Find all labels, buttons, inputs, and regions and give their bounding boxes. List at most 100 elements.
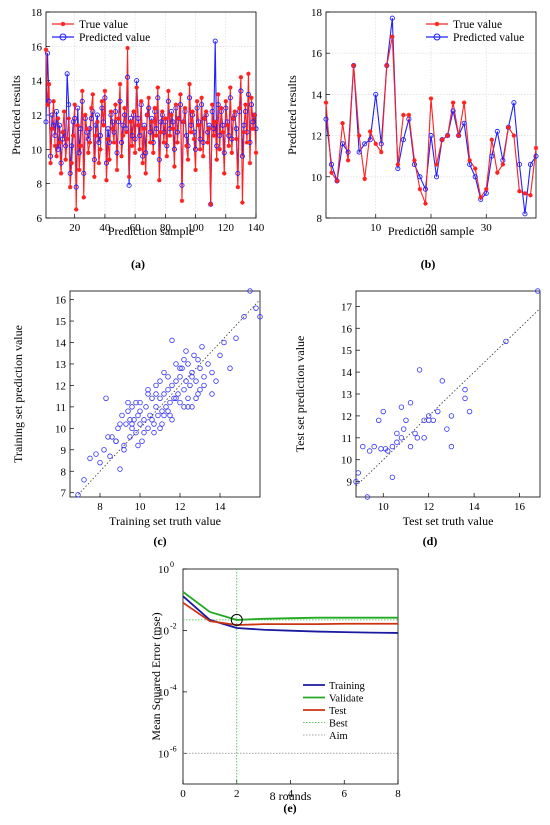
scatter-point	[201, 374, 207, 380]
scatter-point	[81, 477, 87, 483]
curve-validate	[182, 591, 398, 621]
true-point	[101, 123, 106, 128]
predicted-point	[134, 78, 140, 84]
reference-line	[75, 299, 261, 498]
true-point	[489, 137, 494, 142]
predicted-point	[197, 136, 203, 142]
true-point	[191, 136, 197, 142]
predicted-point	[461, 120, 467, 126]
predicted-point	[140, 153, 146, 159]
y-tick-label: 15	[55, 316, 67, 328]
true-point	[178, 92, 183, 97]
predicted-point	[340, 141, 346, 147]
predicted-point	[527, 161, 534, 167]
true-point	[220, 129, 225, 135]
scatter-point	[109, 434, 115, 440]
scatter-point	[185, 395, 191, 401]
scatter-point	[376, 417, 382, 423]
true-point	[131, 109, 136, 114]
scatter-point	[167, 412, 173, 419]
scatter-point	[355, 470, 361, 476]
true-point	[373, 141, 378, 147]
predicted-point	[120, 122, 126, 128]
true-point	[234, 136, 239, 142]
y-tick-label: 16	[341, 323, 353, 335]
true-point	[72, 102, 77, 107]
plot-frame	[69, 290, 261, 498]
predicted-point	[103, 160, 109, 166]
predicted-point	[323, 116, 329, 122]
scatter-point	[191, 352, 197, 359]
predicted-point	[422, 186, 429, 192]
true-point	[58, 171, 64, 176]
true-point	[110, 126, 115, 131]
predicted-point	[75, 105, 81, 111]
scatter-point	[466, 408, 473, 415]
scatter-point	[145, 391, 151, 397]
scatter-point	[133, 429, 139, 436]
true-point	[78, 143, 83, 149]
true-point	[98, 147, 103, 152]
true-point	[108, 109, 114, 114]
scatter-point	[157, 395, 163, 401]
true-point	[148, 140, 153, 145]
scatter-point	[141, 429, 147, 436]
scatter-point	[171, 395, 177, 401]
scatter-point	[394, 439, 400, 445]
scatter-point	[177, 374, 183, 380]
legend-label: Best	[329, 719, 348, 730]
true-point	[119, 154, 124, 159]
legend-marker-star	[434, 21, 440, 27]
true-point	[213, 119, 218, 125]
predicted-point	[433, 174, 440, 180]
predicted-point	[223, 105, 229, 111]
scatter-point	[75, 492, 81, 498]
scatter-point	[209, 391, 215, 397]
scatter-point	[153, 404, 159, 410]
scatter-point	[364, 494, 371, 500]
predicted-point	[214, 143, 220, 149]
true-point	[89, 105, 94, 111]
x-tick-label: 6	[342, 788, 348, 800]
y-tick-label-base: 10	[158, 687, 170, 699]
y-tick-label-exponent: 0	[170, 560, 174, 569]
scatter-point	[389, 443, 396, 450]
predicted-point	[155, 95, 161, 101]
predicted-point	[227, 95, 233, 101]
x-tick-label: 140	[248, 222, 265, 234]
legend-label: True value	[79, 19, 128, 31]
scatter-point	[430, 417, 436, 423]
true-point	[176, 116, 182, 121]
true-point	[146, 95, 151, 101]
true-point	[461, 100, 467, 105]
true-point	[250, 126, 256, 131]
legend-label: Aim	[329, 731, 348, 742]
true-point	[253, 150, 259, 155]
scatter-point	[403, 417, 409, 423]
x-tick-label: 12	[175, 501, 186, 513]
x-axis-label: Prediction sample	[388, 224, 474, 238]
true-point	[173, 102, 179, 107]
predicted-point	[147, 129, 153, 135]
x-tick-label: 2	[234, 788, 240, 800]
x-tick-label: 20	[69, 222, 81, 234]
x-tick-label: 20	[426, 222, 438, 234]
true-point	[170, 126, 176, 131]
predicted-point	[132, 136, 138, 142]
predicted-point	[241, 122, 247, 128]
scatter-point	[183, 348, 189, 354]
scatter-point	[161, 369, 167, 376]
true-point	[401, 112, 406, 118]
true-point	[345, 158, 351, 163]
true-point	[423, 201, 428, 206]
best-marker	[230, 613, 243, 626]
predicted-point	[122, 112, 128, 118]
predicted-point	[109, 119, 116, 125]
legend-label: Predicted value	[453, 32, 524, 44]
true-point	[417, 186, 423, 192]
y-tick-label-base: 10	[158, 748, 170, 760]
true-point	[356, 133, 362, 138]
predicted-point	[171, 146, 177, 152]
scatter-point	[165, 408, 171, 414]
true-point	[196, 123, 201, 128]
